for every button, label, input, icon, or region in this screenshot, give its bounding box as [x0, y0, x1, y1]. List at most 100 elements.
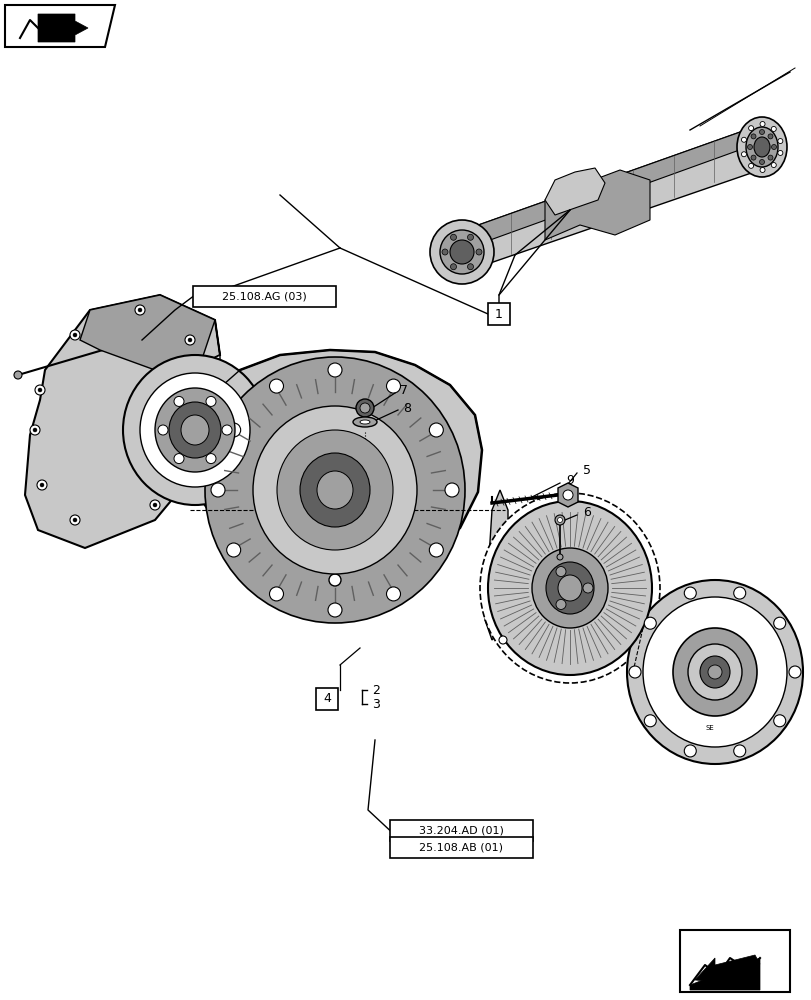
Circle shape [269, 587, 283, 601]
Ellipse shape [753, 137, 769, 157]
Circle shape [14, 371, 22, 379]
Ellipse shape [672, 628, 756, 716]
Circle shape [269, 379, 283, 393]
Circle shape [643, 715, 655, 727]
Circle shape [777, 150, 782, 155]
Circle shape [429, 423, 443, 437]
Text: 7: 7 [400, 383, 407, 396]
Ellipse shape [155, 388, 234, 472]
Circle shape [788, 666, 800, 678]
Ellipse shape [642, 597, 786, 747]
Ellipse shape [687, 644, 741, 700]
Circle shape [767, 134, 772, 139]
Polygon shape [80, 295, 215, 395]
Polygon shape [25, 295, 220, 548]
Circle shape [629, 666, 640, 678]
Circle shape [499, 636, 506, 644]
Circle shape [747, 145, 752, 150]
Ellipse shape [169, 402, 221, 458]
Circle shape [556, 599, 565, 609]
Circle shape [773, 617, 785, 629]
Polygon shape [689, 958, 759, 990]
Text: 2: 2 [371, 684, 380, 696]
Circle shape [643, 617, 655, 629]
Circle shape [355, 399, 374, 417]
Circle shape [206, 454, 216, 464]
Ellipse shape [430, 220, 493, 284]
Circle shape [386, 587, 400, 601]
Text: SE: SE [705, 725, 714, 731]
Circle shape [185, 335, 195, 345]
Text: 25.108.AB (01): 25.108.AB (01) [419, 842, 503, 852]
Bar [487, 303, 509, 325]
Circle shape [138, 308, 142, 312]
Ellipse shape [440, 230, 483, 274]
Circle shape [328, 363, 341, 377]
Circle shape [73, 333, 77, 337]
Circle shape [759, 122, 764, 127]
Text: 5: 5 [582, 464, 590, 477]
Circle shape [684, 587, 695, 599]
Ellipse shape [745, 127, 777, 167]
Ellipse shape [557, 575, 581, 601]
Ellipse shape [359, 420, 370, 424]
Circle shape [30, 425, 40, 435]
Ellipse shape [626, 580, 802, 764]
Bar [315, 688, 337, 710]
Circle shape [135, 305, 145, 315]
Circle shape [152, 503, 157, 507]
Ellipse shape [487, 501, 651, 675]
Ellipse shape [204, 357, 465, 623]
Polygon shape [484, 490, 508, 640]
Ellipse shape [545, 562, 594, 614]
Circle shape [195, 425, 204, 435]
Polygon shape [5, 5, 115, 47]
Text: 6: 6 [582, 506, 590, 518]
Circle shape [221, 425, 232, 435]
Circle shape [740, 137, 745, 142]
Circle shape [450, 234, 456, 240]
Circle shape [758, 130, 764, 135]
Bar [679, 930, 789, 992]
Circle shape [748, 126, 753, 131]
Polygon shape [444, 125, 769, 270]
Circle shape [444, 483, 458, 497]
Circle shape [556, 567, 565, 577]
Ellipse shape [449, 240, 474, 264]
Circle shape [35, 385, 45, 395]
Circle shape [467, 234, 473, 240]
Ellipse shape [353, 417, 376, 427]
Ellipse shape [139, 373, 250, 487]
Bar [389, 837, 532, 858]
Ellipse shape [479, 493, 659, 683]
Circle shape [750, 134, 755, 139]
Polygon shape [444, 125, 769, 248]
Circle shape [37, 480, 47, 490]
Circle shape [429, 543, 443, 557]
Circle shape [158, 425, 168, 435]
Circle shape [733, 745, 744, 757]
Text: 3: 3 [371, 698, 380, 710]
Circle shape [450, 264, 456, 270]
Circle shape [441, 249, 448, 255]
Circle shape [40, 483, 44, 487]
Circle shape [467, 264, 473, 270]
Circle shape [557, 518, 562, 522]
Text: 9: 9 [565, 474, 573, 487]
Ellipse shape [181, 415, 208, 445]
Circle shape [328, 603, 341, 617]
Circle shape [475, 249, 482, 255]
Circle shape [759, 167, 764, 172]
Circle shape [174, 454, 184, 464]
Circle shape [150, 500, 160, 510]
Ellipse shape [531, 548, 607, 628]
Polygon shape [557, 483, 577, 507]
Circle shape [582, 583, 592, 593]
Circle shape [740, 152, 745, 157]
Text: 33.204.AD (01): 33.204.AD (01) [418, 825, 504, 835]
Circle shape [684, 745, 695, 757]
Ellipse shape [253, 406, 417, 574]
Circle shape [386, 379, 400, 393]
Circle shape [359, 403, 370, 413]
Circle shape [211, 483, 225, 497]
